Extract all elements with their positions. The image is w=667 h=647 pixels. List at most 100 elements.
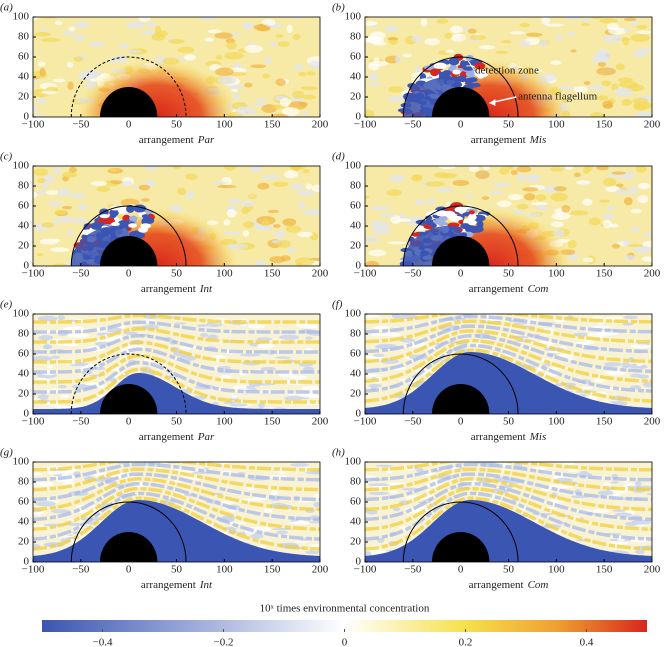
x-axis-label-text: arrangement [469, 283, 524, 295]
colorbar-tick-label: −0.4 [93, 637, 113, 647]
x-axis-label: arrangement Par [139, 134, 215, 146]
panel: −100 −50 0 50 100 150 200020406080100(b)arrang… [332, 2, 661, 146]
x-tick-label: 50 [171, 119, 183, 131]
arrangement-name: Par [197, 134, 215, 146]
body [99, 87, 158, 117]
arrangement-name: Com [528, 579, 549, 591]
y-tick-label: 40 [18, 516, 30, 528]
arrangement-name: Mis [529, 134, 547, 146]
x-axis-label-text: arrangement [139, 431, 194, 443]
y-tick-label: 100 [13, 11, 30, 23]
x-tick-label: 150 [264, 268, 281, 280]
panel-label: (f) [332, 299, 343, 311]
y-tick-label: 40 [350, 516, 362, 528]
y-tick-label: 20 [350, 240, 362, 252]
x-axis-label-text: arrangement [471, 134, 526, 146]
y-tick-label: 80 [350, 476, 362, 488]
y-tick-label: 60 [350, 496, 362, 508]
panel-label: (e) [0, 299, 13, 311]
x-tick-label: −100 [354, 416, 377, 428]
body [99, 236, 158, 266]
x-tick-label: 0 [458, 564, 464, 576]
x-tick-label: 50 [171, 564, 183, 576]
colorbar [42, 620, 647, 632]
x-axis-label-text: arrangement [469, 579, 524, 591]
x-tick-label: 200 [644, 119, 661, 131]
field [33, 17, 320, 117]
x-tick-label: 200 [312, 268, 329, 280]
x-tick-label: −100 [354, 564, 377, 576]
x-tick-label: 0 [126, 268, 132, 280]
y-tick-label: 80 [18, 31, 30, 43]
panel-label: (a) [0, 2, 13, 14]
x-tick-label: −50 [72, 119, 90, 131]
panel: −100 −50 0 50 100 150 200020406080100(d)arrang… [332, 151, 661, 295]
y-tick-label: 0 [24, 408, 30, 420]
y-tick-label: 100 [345, 456, 362, 468]
panel: −100 −50 0 50 100 150 200020406080100(h)arrang… [332, 447, 661, 591]
colorbar-title: 10ˣ times environmental concentration [260, 603, 430, 615]
x-tick-label: 0 [458, 416, 464, 428]
y-tick-label: 0 [356, 556, 362, 568]
x-tick-label: −50 [404, 119, 422, 131]
x-axis-label: arrangement Int [141, 579, 213, 591]
y-tick-label: 60 [350, 200, 362, 212]
y-tick-label: 0 [24, 111, 30, 123]
y-tick-label: 0 [356, 408, 362, 420]
y-tick-label: 100 [13, 456, 30, 468]
detection-zone [402, 205, 519, 266]
annotation-arrow [467, 60, 475, 71]
x-tick-label: 200 [644, 268, 661, 280]
arrangement-name: Int [199, 579, 213, 591]
colorbar-tick-label: 0.4 [580, 637, 594, 647]
x-tick-label: 0 [126, 416, 132, 428]
annotation: detection zone [475, 65, 539, 77]
detection-zone [402, 501, 519, 562]
body [431, 236, 490, 266]
x-tick-label: 100 [548, 119, 565, 131]
x-tick-label: 100 [216, 416, 233, 428]
y-tick-label: 100 [345, 308, 362, 320]
y-tick-label: 100 [13, 308, 30, 320]
y-tick-label: 20 [18, 388, 30, 400]
x-axis-label-text: arrangement [141, 283, 196, 295]
panel: −100 −50 0 50 100 150 200020406080100(f)arrang… [332, 299, 661, 443]
body [99, 532, 158, 562]
x-tick-label: −100 [22, 268, 45, 280]
arrangement-name: Par [197, 431, 215, 443]
detection-zone [402, 56, 519, 117]
arrangement-name: Mis [529, 431, 547, 443]
x-tick-label: 100 [216, 119, 233, 131]
body [431, 532, 490, 562]
panel-label: (c) [0, 151, 13, 163]
x-tick-label: 150 [264, 119, 281, 131]
y-tick-label: 80 [350, 31, 362, 43]
y-tick-label: 40 [350, 220, 362, 232]
y-tick-label: 40 [350, 71, 362, 83]
field [365, 166, 652, 266]
y-tick-label: 100 [345, 11, 362, 23]
x-axis-label: arrangement Int [141, 283, 213, 295]
x-tick-label: 100 [548, 416, 565, 428]
y-tick-label: 80 [350, 180, 362, 192]
panel-label: (g) [0, 447, 13, 459]
y-tick-label: 40 [18, 368, 30, 380]
panel: −100 −50 0 50 100 150 200020406080100(a)arrang… [0, 2, 329, 146]
x-axis-label: arrangement Mis [471, 431, 546, 443]
y-tick-label: 0 [356, 111, 362, 123]
detection-zone [70, 205, 187, 266]
y-tick-label: 20 [350, 388, 362, 400]
body [431, 384, 490, 414]
y-tick-label: 100 [345, 160, 362, 172]
x-tick-label: −50 [404, 416, 422, 428]
body [99, 384, 158, 414]
x-axis-label: arrangement Par [139, 431, 215, 443]
colorbar-tick-label: 0 [342, 637, 348, 647]
x-tick-label: 200 [312, 564, 329, 576]
x-axis-label-text: arrangement [471, 431, 526, 443]
x-tick-label: 200 [312, 416, 329, 428]
x-tick-label: 150 [596, 268, 613, 280]
field [33, 462, 320, 562]
x-tick-label: −50 [72, 268, 90, 280]
